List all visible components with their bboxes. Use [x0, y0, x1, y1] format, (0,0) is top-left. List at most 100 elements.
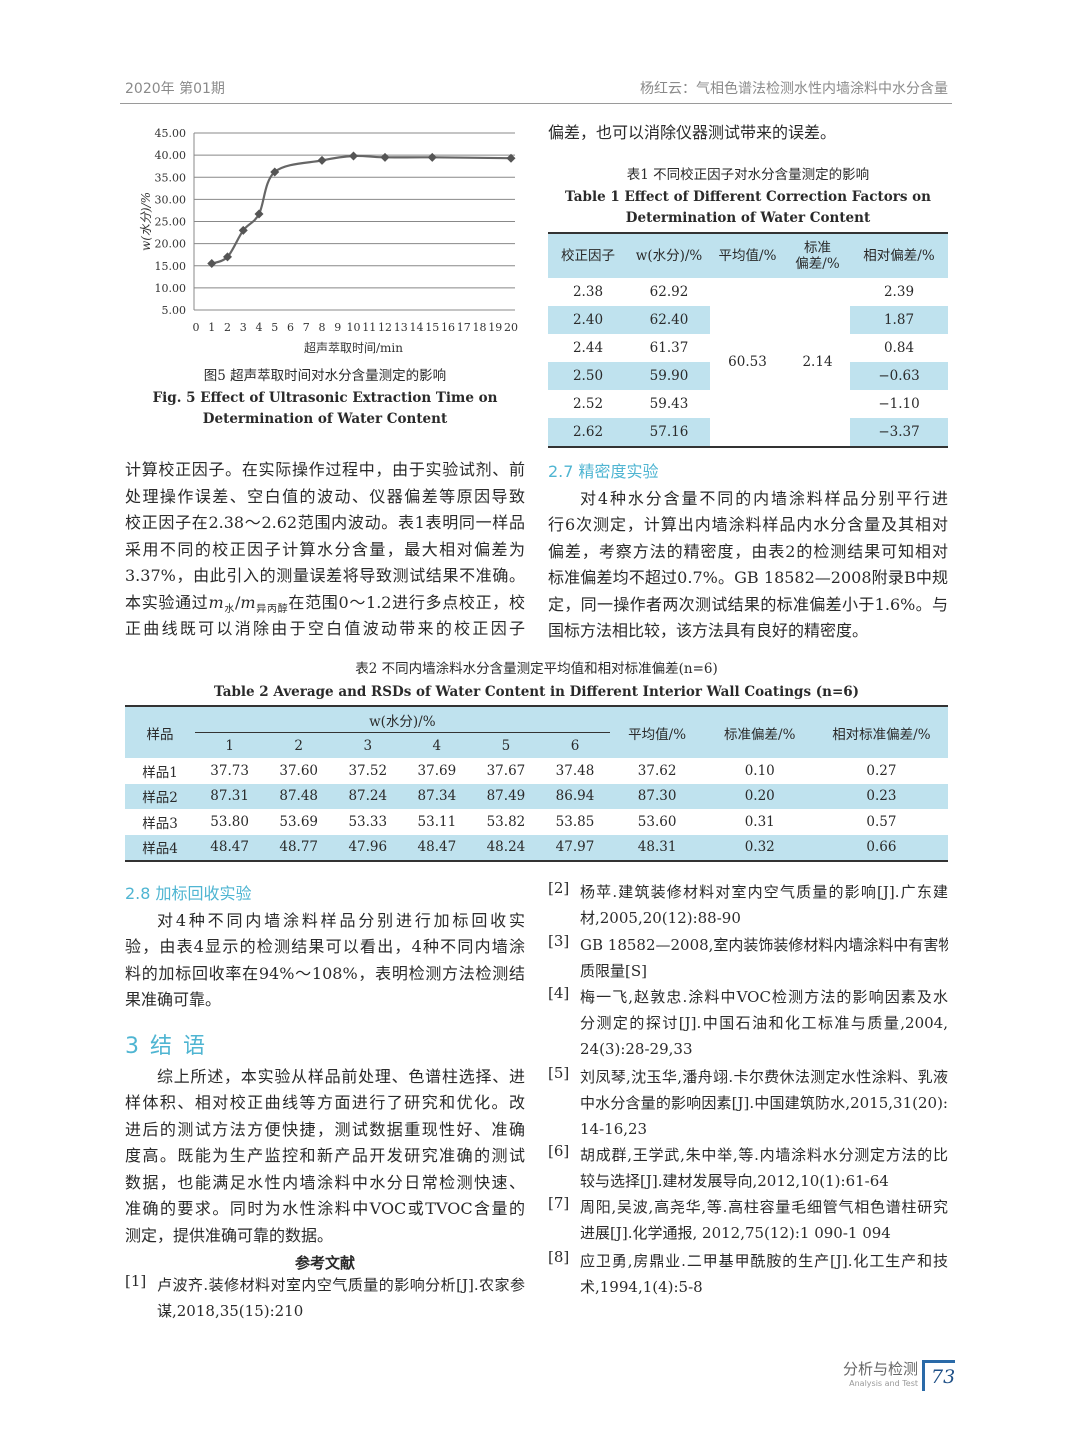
table1-caption: 表1 不同校正因子对水分含量测定的影响 Table 1 Effect of Di… [548, 165, 948, 230]
reference-line: 卢波齐.装修材料对室内空气质量的影响分析[J].农家参 [157, 1276, 525, 1294]
table1-caption-en1: Table 1 Effect of Different Correction F… [565, 188, 931, 205]
table-cell: 48.77 [264, 834, 334, 861]
reference-number: [2] [548, 879, 570, 897]
reference-item: [4] 梅一飞,赵敦忠.涂料中VOC检测方法的影响因素及水 分测定的探讨[J].中国… [548, 984, 948, 1062]
table2-caption-en: Table 2 Average and RSDs of Water Conten… [213, 684, 860, 700]
data-point-marker [380, 152, 390, 162]
reference-item: [5] 刘凤琴,沈玉华,潘舟翊.卡尔费休法测定水性涂料、乳液 中水分含量的影响因素[… [548, 1064, 948, 1142]
reference-line: 较与选择[J].建材发展导向,2012,10(1):61-64 [580, 1172, 889, 1190]
x-tick-label: 11 [362, 321, 376, 334]
paragraph-line: 偏差，也可以消除仪器测试带来的误差。 [548, 123, 837, 142]
table-cell: 2.39 [883, 284, 915, 300]
table-cell: 48.47 [402, 834, 472, 861]
x-tick-label: 14 [410, 321, 424, 334]
section-heading-3: 3 结 语 [125, 1033, 207, 1059]
formula-symbol: m [240, 592, 256, 612]
table-cell: 62.92 [649, 284, 689, 300]
data-point-marker [223, 252, 232, 262]
reference-line: 术,1994,1(4):5-8 [580, 1278, 703, 1296]
y-tick-label: 25.00 [155, 216, 187, 229]
table1-caption-en2: Determination of Water Content [625, 210, 871, 226]
reference-line: 胡成群,王学武,朱中举,等.内墙涂料水分测定方法的比 [580, 1146, 948, 1164]
table-cell: 57.16 [628, 418, 710, 447]
section-heading-2-7: 2.7 精密度实验 [548, 462, 659, 481]
x-tick-label: 16 [441, 321, 455, 334]
y-tick-label: 45.00 [155, 127, 187, 140]
reference-line: 杨苹.建筑装修材料对室内空气质量的影响[J].广东建 [580, 883, 948, 901]
x-tick-label: 6 [287, 321, 294, 334]
data-point-marker [254, 209, 264, 219]
x-tick-label: 9 [334, 321, 341, 334]
table-cell: 样品4 [125, 834, 196, 861]
table-cell: 37.73 [210, 762, 249, 779]
table2-header-w: w(水分)/% [195, 706, 610, 733]
table1-std: 2.14 [802, 354, 833, 370]
table-cell: 86.94 [540, 783, 610, 809]
paragraph-line: 果准确可靠。 [125, 990, 222, 1009]
table-row: 2.38 62.92 60.53 2.14 2.39 [548, 278, 948, 370]
formula-text: 本实验通过 [125, 592, 209, 612]
x-tick-label: 10 [347, 321, 361, 334]
x-axis-label: 超声萃取时间/min [304, 340, 403, 355]
table-cell: 53.33 [348, 813, 388, 830]
x-tick-label: 4 [256, 321, 263, 334]
data-point-marker [207, 259, 217, 269]
data-point-marker [238, 225, 248, 235]
table-cell: 样品1 [142, 764, 178, 781]
paragraph-line: 校正因子在2.38～2.62范围内波动。表1表明同一样品 [125, 513, 525, 532]
table2-header-sample: 样品 [125, 706, 196, 758]
table-cell: 37.67 [486, 762, 526, 779]
table1-caption-cn: 表1 不同校正因子对水分含量测定的影响 [626, 167, 870, 183]
table-row: 2.44 61.37 0.84 [548, 334, 948, 362]
table-cell: 样品2 [125, 783, 196, 809]
table2-header-std: 标准偏差/% [704, 706, 815, 758]
issue-label: 2020年 第01期 [125, 81, 225, 97]
table-cell: 2.38 [572, 284, 604, 300]
reference-line: 进展[J].化学通报, 2012,75(12):1 090-1 094 [580, 1224, 891, 1242]
reference-number: [5] [548, 1064, 570, 1082]
reference-item: [1] 卢波齐.装修材料对室内空气质量的影响分析[J].农家参 谋,2018,35(… [125, 1272, 525, 1324]
paragraph-line: 综上所述，本实验从样品前处理、色谱柱选择、进 [157, 1066, 525, 1086]
formula-subscript: 异丙醇 [255, 603, 289, 615]
running-title: 杨红云：气相色谱法检测水性内墙涂料中水分含量 [640, 81, 948, 97]
table2-header-col: 6 [540, 732, 610, 758]
table-cell: 2.44 [572, 340, 604, 356]
paragraph-line: 进后的测试方法方便快捷，测试数据重现性好、准确 [125, 1119, 525, 1139]
section-heading-2-8: 2.8 加标回收实验 [125, 884, 252, 903]
fig5-caption: 图5 超声萃取时间对水分含量测定的影响 Fig. 5 Effect of Ult… [125, 366, 525, 431]
table-cell: 59.43 [649, 396, 689, 412]
y-tick-label: 35.00 [155, 171, 187, 184]
table1-header: 平均值/% [710, 233, 785, 278]
formula-text: 在范围0～1.2进行多点校正，校 [288, 592, 525, 612]
paragraph-line: 计算校正因子。在实际操作过程中，由于实验试剂、前 [125, 460, 525, 479]
paragraph-line: 标准偏差均不超过0.7%。GB 18582—2008附录B中规 [548, 568, 948, 587]
reference-text: 梅一飞,赵敦忠.涂料中VOC检测方法的影响因素及水 分测定的探讨[J].中国石油和… [580, 984, 948, 1062]
table1-header: w(水分)/% [628, 233, 710, 278]
paragraph-line: 采用不同的校正因子计算水分含量，最大相对偏差为 [125, 539, 525, 559]
x-tick-label: 3 [240, 321, 247, 334]
formula-subscript: 水 [223, 603, 236, 615]
x-tick-label: 17 [457, 321, 471, 334]
data-point-marker [427, 152, 437, 162]
paragraph-line: 验，由表4显示的检测结果可以看出，4种不同内墙涂 [125, 937, 525, 956]
table-cell: 87.34 [402, 783, 472, 809]
footer-journal-cn: 分析与检测 [842, 1360, 918, 1378]
table2-header-col: 2 [264, 732, 334, 758]
paragraph-line: 对4种水分含量不同的内墙涂料样品分别平行进 [580, 488, 948, 508]
x-tick-label: 1 [208, 321, 215, 334]
table-cell: −1.10 [878, 396, 920, 412]
table-cell: 53.69 [279, 813, 319, 830]
paragraph-line: 样体积、相对校正曲线等方面进行了研究和优化。改 [125, 1093, 525, 1112]
table-cell: 48.31 [609, 834, 705, 861]
table-cell: 48.24 [471, 834, 541, 861]
paragraph-line: 正曲线既可以消除由于空白值波动带来的校正因子 [125, 619, 525, 638]
reference-item: [3] GB 18582—2008,室内装饰装修材料内墙涂料中有害物 质限量[S] [548, 932, 948, 984]
table1-header-std-2: 偏差/% [795, 256, 840, 272]
table-cell: 53.11 [417, 813, 457, 830]
table2-caption-cn: 表2 不同内墙涂料水分含量测定平均值和相对标准偏差(n=6) [355, 661, 718, 677]
header-rule [120, 103, 952, 104]
reference-text: 周阳,吴波,高尧华,等.高柱容量毛细管气相色谱柱研究 进展[J].化学通报, 20… [580, 1194, 948, 1246]
paragraph-line: 料的加标回收率在94%～108%，表明检测方法检测结 [125, 963, 525, 983]
y-tick-label: 10.00 [155, 282, 187, 295]
